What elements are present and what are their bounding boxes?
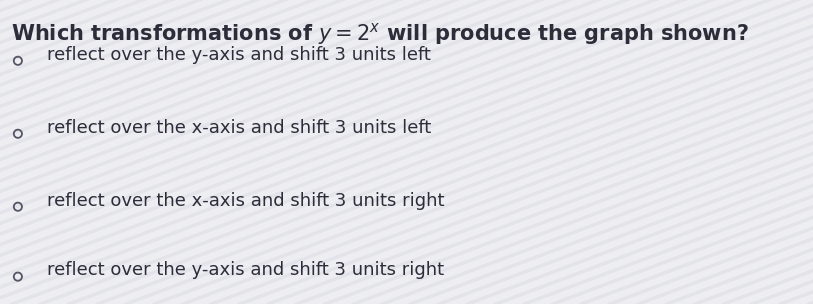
Text: reflect over the y-axis and shift 3 units right: reflect over the y-axis and shift 3 unit…: [47, 261, 444, 279]
Text: reflect over the y-axis and shift 3 units left: reflect over the y-axis and shift 3 unit…: [47, 46, 431, 64]
Text: reflect over the x-axis and shift 3 units right: reflect over the x-axis and shift 3 unit…: [47, 192, 445, 209]
Text: Which transformations of $y= 2^x$ will produce the graph shown?: Which transformations of $y= 2^x$ will p…: [11, 21, 748, 47]
Text: reflect over the x-axis and shift 3 units left: reflect over the x-axis and shift 3 unit…: [47, 119, 432, 136]
